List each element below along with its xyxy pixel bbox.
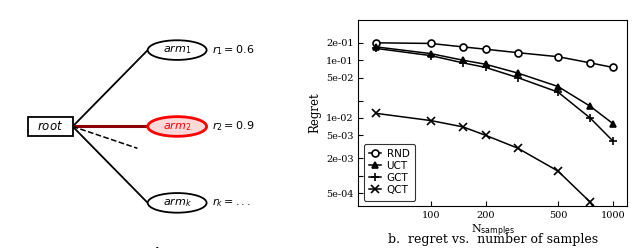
Text: $\mathit{arm}_2$: $\mathit{arm}_2$: [163, 120, 191, 133]
Line: RND: RND: [372, 39, 616, 71]
QCT: [514, 147, 522, 150]
Text: $\mathit{arm}_1$: $\mathit{arm}_1$: [163, 44, 191, 57]
UCT: [427, 52, 435, 55]
Ellipse shape: [148, 193, 207, 213]
RND: [459, 45, 467, 48]
Text: $\it{root}$: $\it{root}$: [38, 120, 63, 133]
X-axis label: N$_{\mathsf{samples}}$: N$_{\mathsf{samples}}$: [471, 222, 515, 239]
UCT: [372, 45, 380, 48]
UCT: [514, 71, 522, 74]
QCT: [554, 170, 562, 173]
GCT: [514, 76, 522, 79]
GCT: [609, 139, 616, 142]
QCT: [459, 125, 467, 128]
Legend: RND, UCT, GCT, QCT: RND, UCT, GCT, QCT: [364, 144, 415, 201]
Text: b.  regret vs.  number of samples: b. regret vs. number of samples: [388, 233, 598, 246]
GCT: [372, 47, 380, 50]
QCT: [427, 119, 435, 122]
RND: [586, 61, 594, 64]
GCT: [554, 91, 562, 93]
Line: GCT: GCT: [372, 44, 617, 145]
UCT: [609, 122, 616, 125]
RND: [609, 66, 616, 69]
Y-axis label: Regret: Regret: [308, 93, 322, 133]
Text: $\mathit{arm}_k$: $\mathit{arm}_k$: [163, 196, 191, 209]
RND: [482, 48, 490, 51]
UCT: [482, 63, 490, 66]
RND: [554, 55, 562, 58]
QCT: [586, 200, 594, 203]
Text: $r_1 = 0.6$: $r_1 = 0.6$: [212, 43, 255, 57]
Ellipse shape: [148, 117, 207, 136]
Ellipse shape: [148, 40, 207, 60]
Text: $r_2 = 0.9$: $r_2 = 0.9$: [212, 120, 255, 133]
FancyBboxPatch shape: [29, 117, 73, 136]
GCT: [427, 54, 435, 57]
QCT: [372, 112, 380, 115]
GCT: [586, 116, 594, 119]
UCT: [586, 105, 594, 108]
Text: a.  search tree: a. search tree: [102, 247, 193, 248]
Line: UCT: UCT: [372, 43, 616, 127]
GCT: [482, 66, 490, 69]
RND: [514, 51, 522, 54]
UCT: [554, 85, 562, 88]
QCT: [482, 134, 490, 137]
UCT: [459, 59, 467, 62]
Line: QCT: QCT: [372, 109, 617, 243]
GCT: [459, 61, 467, 64]
Text: $r_k = ...$: $r_k = ...$: [212, 196, 252, 209]
QCT: [609, 238, 616, 241]
RND: [372, 41, 380, 44]
RND: [427, 42, 435, 45]
